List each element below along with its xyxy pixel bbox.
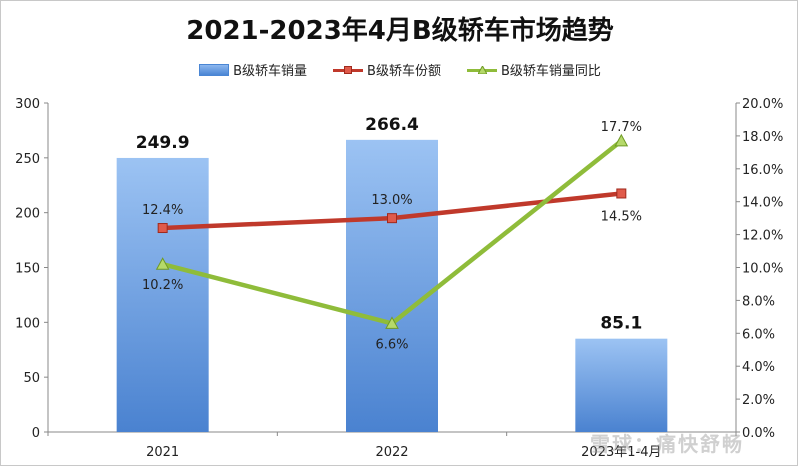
legend-square-line-icon (333, 64, 364, 76)
x-tick-label: 2021 (146, 445, 179, 460)
legend: B级轿车销量 B级轿车份额 B级轿车销量同比 (0, 60, 800, 79)
y-left-tick-label: 150 (15, 262, 40, 277)
y-right-tick-label: 20.0% (742, 97, 783, 112)
line-data-label: 6.6% (375, 337, 408, 352)
watermark-text: 雪球：痛快舒畅 (590, 432, 744, 456)
legend-label-share: B级轿车份额 (367, 64, 441, 79)
y-right-tick-label: 4.0% (742, 360, 775, 375)
bar (575, 338, 668, 432)
share-marker (387, 213, 397, 224)
y-right-tick-label: 0.0% (742, 426, 775, 441)
chart-title: 2021-2023年4月B级轿车市场趋势 (186, 16, 614, 46)
legend-item-yoy[interactable]: B级轿车销量同比 (466, 60, 601, 79)
legend-item-share[interactable]: B级轿车份额 (333, 60, 441, 79)
bar-data-label: 249.9 (136, 133, 190, 153)
line-data-label: 10.2% (142, 278, 183, 293)
yoy-marker (385, 316, 399, 329)
yoy-marker (155, 257, 170, 270)
x-tick-label: 2023年1-4月 (581, 445, 661, 460)
legend-label-yoy: B级轿车销量同比 (500, 64, 601, 79)
bar (116, 157, 209, 432)
line-data-label: 12.4% (142, 203, 183, 218)
y-right-tick-label: 2.0% (742, 393, 775, 408)
y-left-tick-label: 250 (15, 152, 40, 167)
line-data-label: 14.5% (601, 209, 642, 224)
y-right-tick-label: 10.0% (742, 262, 783, 277)
x-tick-label: 2022 (375, 445, 408, 460)
y-right-tick-label: 6.0% (742, 327, 775, 342)
legend-triangle-line-icon (466, 64, 497, 76)
y-right-tick-label: 12.0% (742, 229, 783, 244)
y-right-tick-label: 14.0% (742, 196, 783, 211)
legend-bar-swatch-icon (199, 63, 230, 76)
bar (346, 139, 438, 432)
y-left-tick-label: 200 (15, 207, 40, 222)
line-data-label: 13.0% (371, 193, 412, 208)
y-left-tick-label: 50 (23, 371, 40, 386)
bar-data-label: 85.1 (600, 314, 642, 334)
bar-data-label: 266.4 (365, 115, 419, 135)
y-left-tick-label: 0 (32, 426, 40, 441)
legend-item-sales[interactable]: B级轿车销量 (199, 60, 307, 79)
y-right-tick-label: 8.0% (742, 294, 775, 309)
share-marker (616, 188, 627, 199)
line-data-label: 17.7% (601, 120, 642, 135)
y-left-tick-label: 300 (15, 97, 40, 112)
y-right-tick-label: 16.0% (742, 163, 783, 178)
y-right-tick-label: 18.0% (742, 130, 783, 145)
share-marker (157, 223, 168, 234)
legend-label-sales: B级轿车销量 (233, 64, 308, 79)
yoy-marker (614, 133, 629, 147)
y-left-tick-label: 100 (15, 316, 40, 331)
